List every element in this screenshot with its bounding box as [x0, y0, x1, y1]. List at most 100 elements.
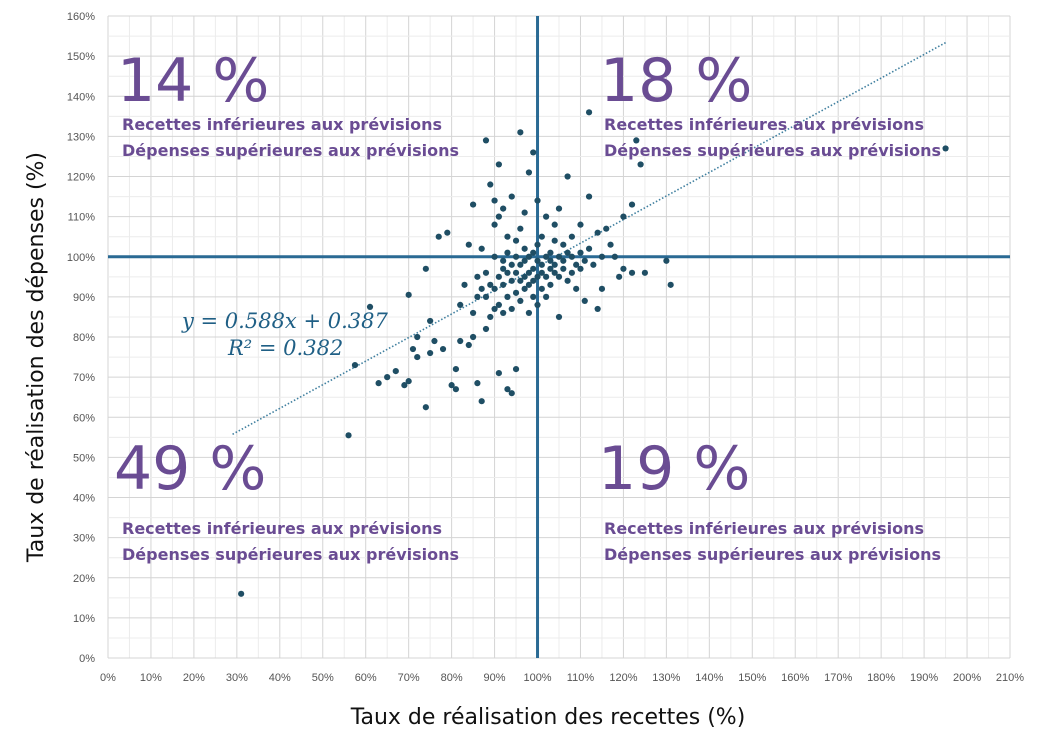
data-point [551, 261, 558, 268]
data-points [238, 109, 949, 597]
x-axis-title: Taux de réalisation des recettes (%) [350, 705, 746, 730]
data-point [538, 269, 545, 276]
data-point [345, 432, 352, 439]
data-point [568, 269, 575, 276]
data-point [517, 225, 524, 232]
data-point [585, 193, 593, 200]
trendline-equation: y = 0.588x + 0.387 [181, 309, 388, 333]
data-point [427, 317, 434, 325]
data-point [422, 265, 429, 272]
data-point [564, 249, 571, 256]
data-point [598, 253, 606, 260]
x-tick-label: 170% [824, 672, 852, 684]
data-point [366, 303, 374, 311]
data-point [525, 281, 533, 288]
y-tick-label: 0% [79, 653, 95, 665]
data-point [405, 378, 412, 385]
y-tick-label: 70% [73, 372, 95, 384]
y-tick-label: 110% [68, 212, 96, 224]
data-point [478, 398, 485, 405]
data-point [611, 253, 618, 260]
data-point [414, 333, 421, 341]
data-point [525, 309, 533, 317]
data-point [512, 237, 520, 244]
data-point [422, 404, 429, 411]
data-point [641, 269, 649, 276]
quadrant-line: Recettes inférieures aux prévisions [122, 115, 442, 134]
data-point [521, 209, 528, 216]
data-point [487, 281, 494, 288]
data-point [431, 337, 438, 345]
data-point [452, 366, 460, 373]
data-point [530, 293, 537, 300]
data-point [465, 341, 472, 349]
x-tick-label: 180% [867, 672, 895, 684]
data-point [512, 253, 520, 260]
quadrant-line: Dépenses supérieures aux prévisions [604, 141, 941, 160]
data-point [517, 277, 524, 284]
data-point [598, 285, 606, 292]
trendline [232, 41, 946, 435]
y-tick-label: 80% [73, 332, 95, 344]
data-point [551, 269, 558, 276]
quadrant-percent: 14 % [117, 46, 269, 116]
x-tick-label: 10% [140, 672, 162, 684]
quadrant-line: Dépenses supérieures aux prévisions [604, 545, 941, 564]
data-point [521, 257, 528, 264]
data-point [482, 293, 490, 300]
data-point [633, 137, 640, 144]
data-point [439, 345, 447, 353]
data-point [560, 265, 567, 272]
y-axis-title: Taux de réalisation des dépenses (%) [24, 152, 49, 563]
data-point [628, 201, 636, 208]
data-point [628, 269, 636, 276]
data-point [474, 293, 481, 300]
data-point [547, 249, 554, 256]
data-point [577, 249, 584, 256]
data-point [585, 109, 593, 116]
data-point [581, 297, 588, 304]
data-point [564, 173, 571, 180]
x-tick-label: 140% [695, 672, 723, 684]
data-point [474, 380, 481, 387]
data-point [547, 257, 554, 264]
data-point [491, 197, 498, 204]
data-point [512, 269, 520, 276]
data-point [620, 213, 627, 220]
x-tick-label: 60% [355, 672, 377, 684]
quadrant-top-left: 14 % Recettes inférieures aux prévisions… [117, 46, 459, 160]
data-point [495, 161, 502, 168]
data-point [504, 386, 511, 393]
data-point [465, 241, 472, 248]
quadrant-bottom-right: 19 % Recettes inférieures aux prévisions… [598, 434, 941, 564]
quadrant-line: Recettes inférieures aux prévisions [122, 519, 442, 538]
data-point [573, 285, 580, 292]
data-point [444, 229, 451, 236]
data-point [620, 265, 627, 272]
data-point [469, 333, 477, 341]
y-tick-label: 120% [67, 172, 95, 184]
y-tick-label: 60% [73, 412, 95, 424]
x-tick-label: 160% [781, 672, 809, 684]
data-point [427, 349, 434, 357]
y-tick-label: 30% [73, 533, 95, 545]
x-tick-label: 150% [738, 672, 766, 684]
x-tick-label: 210% [996, 672, 1024, 684]
data-point [637, 161, 644, 168]
data-point [435, 233, 442, 240]
data-point [555, 273, 563, 280]
data-point [525, 169, 533, 176]
data-point [508, 305, 515, 313]
data-point [560, 257, 567, 264]
data-point [487, 181, 494, 188]
data-point [525, 253, 533, 260]
data-point [534, 257, 541, 264]
data-point [942, 145, 949, 152]
data-point [474, 273, 481, 280]
x-tick-label: 190% [910, 672, 938, 684]
data-point [594, 229, 601, 236]
data-point [495, 370, 502, 377]
data-point [384, 374, 391, 381]
data-point [508, 277, 515, 284]
quadrant-line: Dépenses supérieures aux prévisions [122, 141, 459, 160]
